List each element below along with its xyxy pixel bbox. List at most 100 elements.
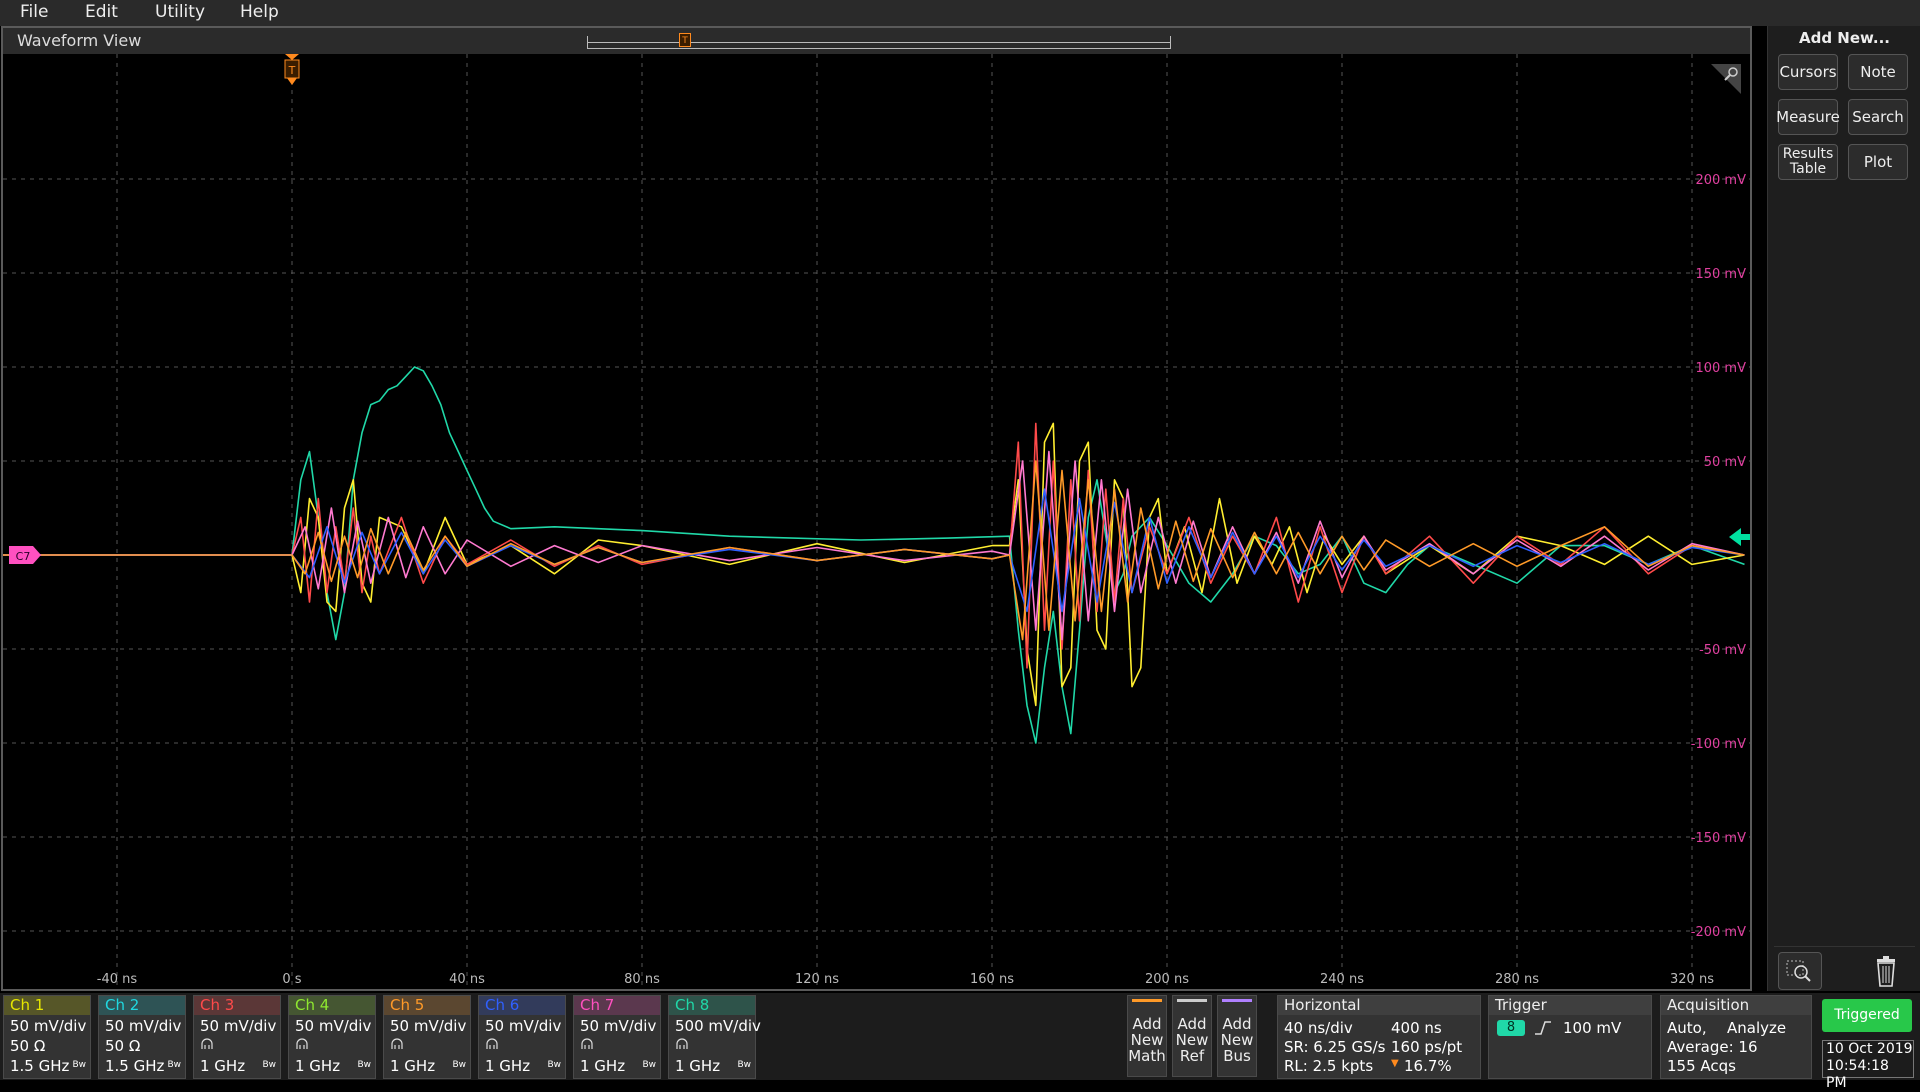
- axis-labels: -40 ns 0 s 40 ns 80 ns 120 ns 160 ns 200 ns 240…: [97, 173, 1746, 987]
- search-button[interactable]: Search: [1848, 99, 1908, 135]
- trigger-source-badge: 8: [1497, 1020, 1525, 1036]
- y-tick-label: -200 mV: [1691, 925, 1746, 940]
- bandwidth-limit-icon: Bw: [547, 1060, 561, 1070]
- waveform-trace-4: [3, 450, 1745, 641]
- channel-bandwidth: 1.5 GHz: [10, 1057, 70, 1075]
- bandwidth-limit-icon: Bw: [167, 1060, 181, 1070]
- zoom-button[interactable]: [1778, 952, 1822, 990]
- y-tick-label: 50 mV: [1704, 455, 1746, 470]
- time-display: 10:54:18 PM: [1826, 1058, 1889, 1091]
- channel-badge-6[interactable]: Ch 6 50 mV/div 1 GHz Bw: [478, 995, 566, 1079]
- waveform-graticule[interactable]: -40 ns 0 s 40 ns 80 ns 120 ns 160 ns 200 ns 240…: [3, 54, 1750, 989]
- trigger-status-button[interactable]: Triggered: [1822, 999, 1912, 1032]
- menu-bar: File Edit Utility Help: [0, 0, 1920, 26]
- bandwidth-limit-icon: Bw: [642, 1060, 656, 1070]
- acquisition-average: Average: 16: [1667, 1038, 1758, 1056]
- channel-label: Ch 4: [289, 996, 375, 1015]
- acquisition-panel[interactable]: Acquisition Auto, Analyze Average: 16 15…: [1660, 995, 1812, 1079]
- add-math-l2: New: [1130, 1031, 1164, 1049]
- channel-scale: 50 mV/div: [485, 1017, 562, 1035]
- add-new-panel: Add New... Cursors Note Measure Search R…: [1767, 26, 1920, 991]
- channel-badge-8[interactable]: Ch 8 500 mV/div 1 GHz Bw: [668, 995, 761, 1079]
- waveform-view-titlebar: Waveform View T: [3, 28, 1750, 54]
- add-new-math-button[interactable]: Add New Math: [1127, 995, 1167, 1077]
- record-trigger-marker: T: [679, 33, 691, 47]
- x-tick-label: 320 ns: [1670, 972, 1714, 987]
- trigger-level-marker[interactable]: [1729, 528, 1750, 546]
- menu-file[interactable]: File: [20, 2, 49, 22]
- probe-icon: [296, 1038, 308, 1049]
- channel-bandwidth: 1 GHz: [295, 1057, 341, 1075]
- settings-bar: Ch 1 50 mV/div 50 Ω 1.5 GHz Bw Ch 2 50 mV/div 5…: [0, 993, 1920, 1080]
- add-ref-l2: New: [1175, 1031, 1209, 1049]
- acquisition-title: Acquisition: [1661, 996, 1811, 1015]
- plot-button[interactable]: Plot: [1848, 144, 1908, 180]
- channel-badge-4[interactable]: Ch 4 50 mV/div 1 GHz Bw: [288, 995, 376, 1079]
- graticule-grid: [3, 54, 1750, 989]
- y-tick-label: 100 mV: [1695, 361, 1746, 376]
- horizontal-panel[interactable]: Horizontal 40 ns/div 400 ns SR: 6.25 GS/…: [1277, 995, 1481, 1079]
- menu-help[interactable]: Help: [240, 2, 279, 22]
- channel-scale: 50 mV/div: [580, 1017, 657, 1035]
- waveform-traces: [3, 366, 1745, 744]
- add-bus-l2: New: [1220, 1031, 1254, 1049]
- channel-badge-2[interactable]: Ch 2 50 mV/div 50 Ω 1.5 GHz Bw: [98, 995, 186, 1079]
- record-view-bracket[interactable]: [587, 36, 1171, 49]
- zoom-icon[interactable]: [1711, 64, 1741, 94]
- channel-badge-3[interactable]: Ch 3 50 mV/div 1 GHz Bw: [193, 995, 281, 1079]
- menu-edit[interactable]: Edit: [85, 2, 118, 22]
- waveform-view-title: Waveform View: [17, 31, 142, 50]
- channel-badge-1[interactable]: Ch 1 50 mV/div 50 Ω 1.5 GHz Bw: [3, 995, 91, 1079]
- menu-utility[interactable]: Utility: [155, 2, 206, 22]
- x-tick-label: -40 ns: [97, 972, 138, 987]
- channel-bandwidth: 1.5 GHz: [105, 1057, 165, 1075]
- note-button[interactable]: Note: [1848, 54, 1908, 90]
- bandwidth-limit-icon: Bw: [452, 1060, 466, 1070]
- results-table-line1: Results: [1782, 146, 1834, 162]
- measure-button[interactable]: Measure: [1776, 99, 1840, 135]
- panel-separator: [1774, 946, 1915, 947]
- acquisition-analyze: Analyze: [1727, 1019, 1787, 1037]
- channel-label: Ch 1: [4, 996, 90, 1015]
- add-new-bus-button[interactable]: Add New Bus: [1217, 995, 1257, 1077]
- x-tick-label: 80 ns: [624, 972, 660, 987]
- channel-badge-7[interactable]: Ch 7 50 mV/div 1 GHz Bw: [573, 995, 661, 1079]
- waveform-trace-1: [3, 366, 1745, 744]
- bandwidth-limit-icon: Bw: [262, 1060, 276, 1070]
- channel-bandwidth: 1 GHz: [580, 1057, 626, 1075]
- add-ref-l3: Ref: [1179, 1047, 1205, 1065]
- delete-button[interactable]: [1864, 952, 1908, 990]
- sample-rate: SR: 6.25 GS/s: [1284, 1038, 1386, 1056]
- trigger-level: 100 mV: [1563, 1019, 1622, 1037]
- rising-edge-icon: [1535, 1021, 1551, 1035]
- channel-badge-5[interactable]: Ch 5 50 mV/div 1 GHz Bw: [383, 995, 471, 1079]
- channel-ref-marker[interactable]: C7: [9, 546, 41, 564]
- channel-bandwidth: 1 GHz: [675, 1057, 721, 1075]
- x-tick-label: 240 ns: [1320, 972, 1364, 987]
- channel-ref-label: C7: [16, 550, 31, 563]
- math-color-bar: [1132, 999, 1162, 1002]
- trigger-position-marker[interactable]: T: [284, 54, 300, 85]
- x-tick-label: 200 ns: [1145, 972, 1189, 987]
- bandwidth-limit-icon: Bw: [357, 1060, 371, 1070]
- probe-icon: [391, 1038, 403, 1049]
- date-display: 10 Oct 2019: [1826, 1041, 1913, 1057]
- date-time-display[interactable]: 10 Oct 2019 10:54:18 PM: [1822, 1040, 1914, 1091]
- channel-bandwidth: 1 GHz: [485, 1057, 531, 1075]
- x-tick-label: 40 ns: [449, 972, 485, 987]
- trigger-position-icon: ▼: [1391, 1058, 1399, 1069]
- trigger-panel[interactable]: Trigger 8 100 mV: [1488, 995, 1652, 1079]
- results-table-button[interactable]: Results Table: [1778, 144, 1838, 180]
- waveform-view[interactable]: Waveform View T -40 ns 0 s 40 ns 80 ns 120 n…: [1, 26, 1752, 991]
- trigger-position-percent: 16.7%: [1404, 1057, 1452, 1075]
- add-new-ref-button[interactable]: Add New Ref: [1172, 995, 1212, 1077]
- horizontal-position: 400 ns: [1391, 1019, 1442, 1037]
- add-bus-l3: Bus: [1223, 1047, 1251, 1065]
- cursors-button[interactable]: Cursors: [1778, 54, 1838, 90]
- add-new-title: Add New...: [1798, 29, 1891, 47]
- probe-icon: [581, 1038, 593, 1049]
- channel-label: Ch 7: [574, 996, 660, 1015]
- channel-bandwidth: 1 GHz: [390, 1057, 436, 1075]
- channel-label: Ch 3: [194, 996, 280, 1015]
- y-tick-label: -150 mV: [1691, 831, 1746, 846]
